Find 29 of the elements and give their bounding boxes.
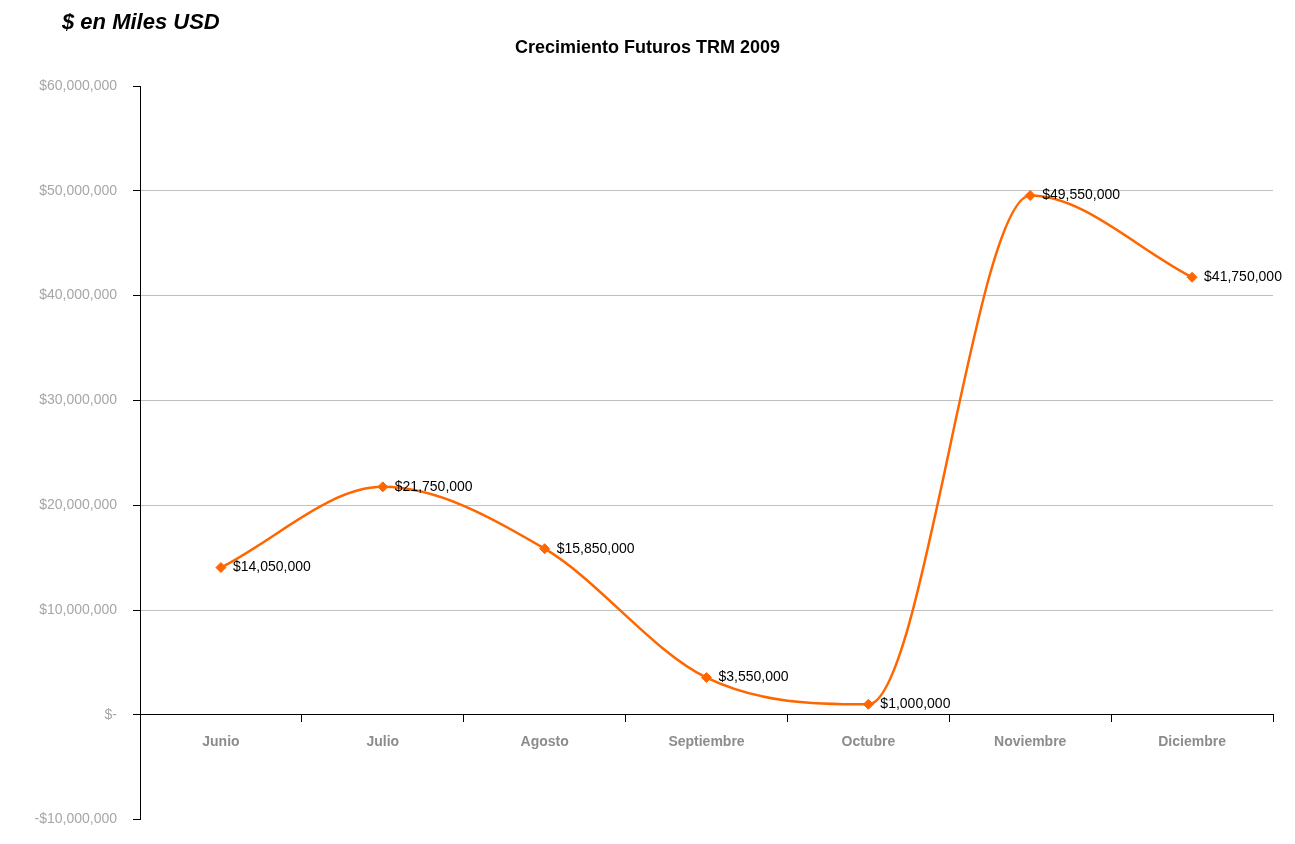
point (539, 543, 551, 555)
y-tick-label: $60,000,000 (39, 76, 118, 93)
x-tick-label: Diciembre (1158, 733, 1227, 750)
x-tick-label: Agosto (520, 733, 569, 750)
x-tick-label: Julio (366, 733, 400, 750)
point (701, 672, 712, 684)
data-label: $41,750,000 (1204, 268, 1283, 285)
y-tick-label: $40,000,000 (39, 286, 118, 303)
y-tick-label: $50,000,000 (39, 181, 118, 198)
x-tick-label: Noviembre (994, 733, 1067, 750)
data-label: $1,000,000 (880, 695, 951, 712)
x-tick-label: Octubre (841, 733, 896, 750)
text: $ en Miles USD (62, 8, 220, 36)
y-tick-label: $- (104, 705, 118, 722)
x-tick-label: Septiembre (668, 733, 745, 750)
point (215, 562, 227, 574)
point (1186, 271, 1198, 283)
y-tick-label: $20,000,000 (39, 496, 118, 513)
y-tick-label: $10,000,000 (39, 600, 118, 617)
point (1024, 190, 1036, 202)
data-label: $49,550,000 (1042, 186, 1121, 203)
y-tick-label: -$10,000,000 (34, 810, 118, 827)
data-label: $21,750,000 (394, 477, 473, 494)
data-label: $15,850,000 (556, 539, 635, 556)
chart-title: Crecimiento Futuros TRM 2009 (514, 37, 781, 57)
data-label: $3,550,000 (718, 668, 789, 685)
data-label: $14,050,000 (232, 558, 311, 575)
x-tick-label: Junio (202, 733, 240, 750)
y-tick-label: $30,000,000 (39, 391, 118, 408)
